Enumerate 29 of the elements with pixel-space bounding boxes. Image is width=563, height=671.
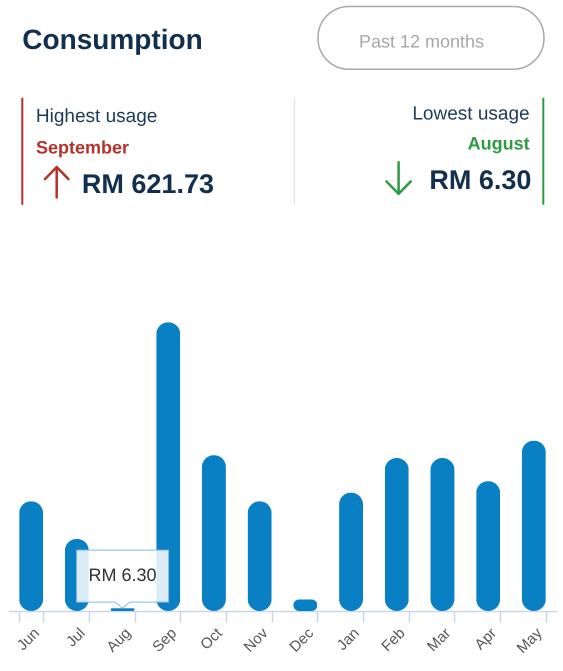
x-tick-label: Mar bbox=[424, 624, 454, 656]
x-tick-label: Aug bbox=[103, 624, 134, 656]
bar bbox=[339, 492, 364, 611]
x-tick-label: Sep bbox=[149, 624, 180, 656]
bar bbox=[384, 458, 409, 611]
x-tick-label: Nov bbox=[240, 624, 272, 656]
x-tick-label: Feb bbox=[378, 624, 409, 656]
x-tick-label: May bbox=[514, 624, 546, 657]
text: August bbox=[468, 133, 530, 154]
text: RM 6.30 bbox=[429, 165, 532, 196]
text: RM 621.73 bbox=[82, 168, 214, 199]
bar bbox=[248, 501, 272, 611]
text: Lowest usage bbox=[412, 104, 530, 125]
bar bbox=[430, 458, 454, 611]
x-tick-label: Jul bbox=[63, 624, 89, 650]
bar bbox=[19, 501, 44, 611]
x-tick-label: Oct bbox=[197, 624, 226, 654]
text: September bbox=[36, 138, 130, 158]
x-tick-label: Dec bbox=[286, 624, 318, 656]
text: Past 12 months bbox=[359, 31, 484, 52]
chart-title: Consumption bbox=[22, 24, 203, 56]
text: Highest usage bbox=[36, 106, 158, 127]
x-tick-label: Jan bbox=[334, 624, 363, 654]
bar bbox=[476, 481, 500, 611]
bar bbox=[522, 440, 546, 611]
bar bbox=[202, 455, 226, 611]
x-tick-label: Apr bbox=[471, 624, 500, 654]
annotation: RM 6.30 bbox=[88, 565, 157, 586]
x-tick-label: Jun bbox=[14, 624, 43, 654]
